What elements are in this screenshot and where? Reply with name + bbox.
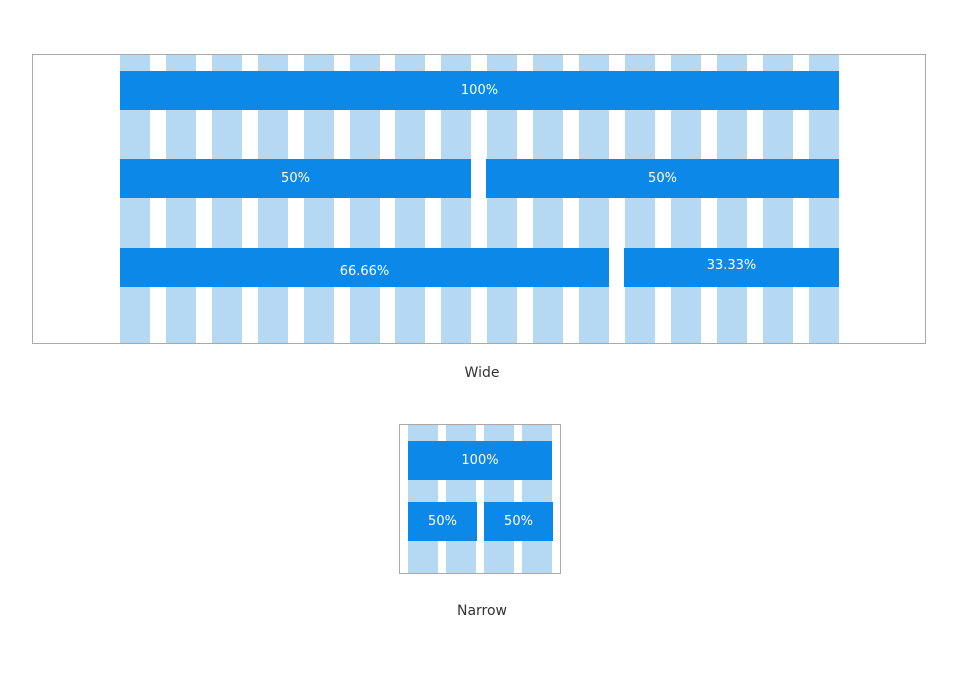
wide-row2-cell-50-right: 50% — [486, 159, 839, 198]
narrow-caption: Narrow — [456, 603, 508, 619]
narrow-grid-frame: 100% 50% 50% — [399, 424, 561, 574]
narrow-row2-cell-50-left: 50% — [408, 502, 477, 541]
wide-row3-cell-33: 33.33% — [624, 248, 839, 287]
narrow-row1-cell-100: 100% — [408, 441, 552, 480]
wide-row1-cell-100: 100% — [120, 71, 839, 110]
wide-row2-cell-50-left: 50% — [120, 159, 471, 198]
wide-grid-frame: 100% 50% 50% 66.66% 33.33% — [32, 54, 926, 344]
wide-row3-cell-66: 66.66% — [120, 248, 609, 287]
narrow-row2-cell-50-right: 50% — [484, 502, 553, 541]
wide-caption: Wide — [464, 365, 500, 381]
